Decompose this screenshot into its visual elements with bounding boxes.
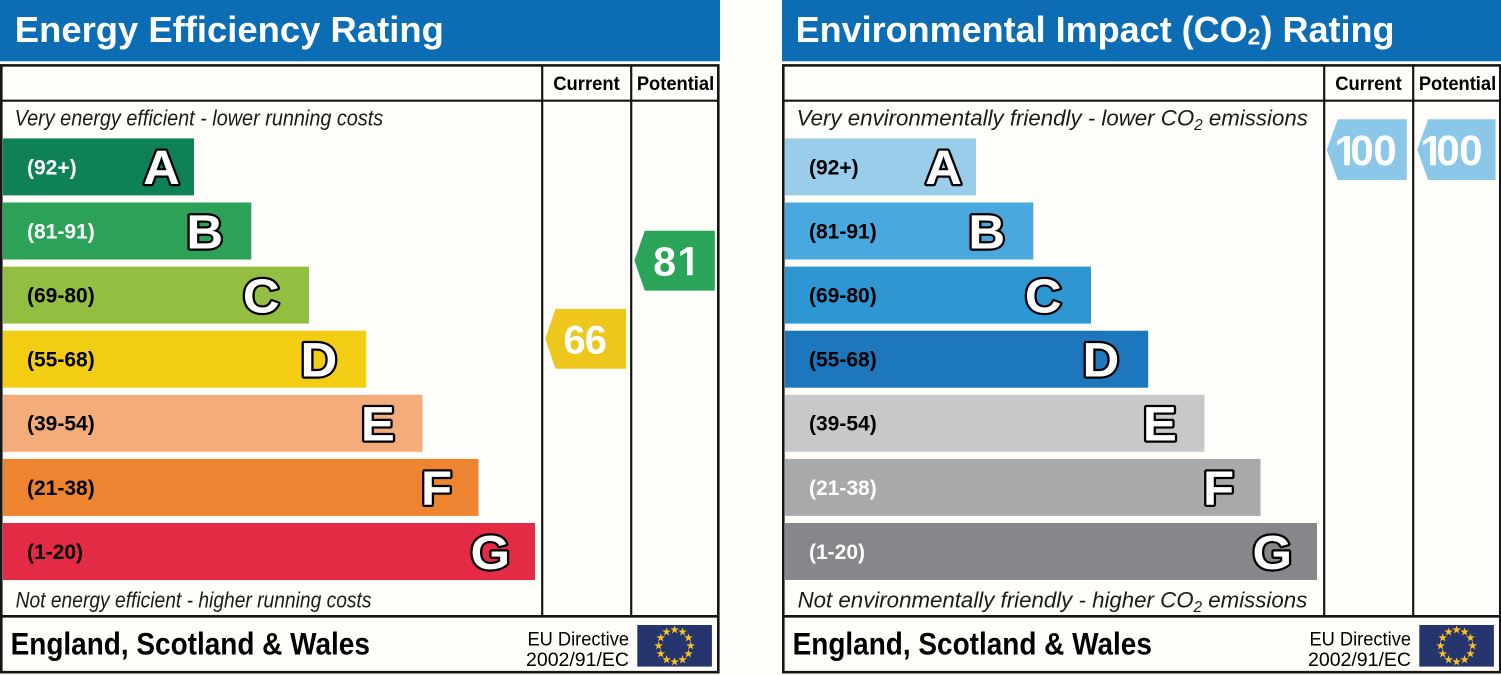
svg-text:F: F: [1203, 462, 1234, 515]
svg-text:(39-54): (39-54): [27, 413, 95, 436]
svg-text:B: B: [186, 206, 223, 259]
svg-text:A: A: [925, 141, 962, 194]
svg-text:England, Scotland & Wales: England, Scotland & Wales: [11, 627, 370, 662]
svg-text:G: G: [471, 526, 511, 579]
svg-text:C: C: [243, 270, 280, 323]
svg-text:Environmental Impact (CO2) Rat: Environmental Impact (CO2) Rating: [796, 9, 1395, 50]
svg-text:66: 66: [563, 318, 606, 362]
svg-text:Current: Current: [553, 74, 620, 96]
svg-text:G: G: [1253, 526, 1293, 579]
svg-text:Very environmentally friendly: Very environmentally friendly - lower CO…: [797, 105, 1308, 134]
svg-text:Not environmentally friendly -: Not environmentally friendly - higher CO…: [798, 587, 1308, 616]
svg-text:D: D: [1083, 334, 1120, 387]
svg-text:2002/91/EC: 2002/91/EC: [1308, 649, 1411, 671]
svg-text:E: E: [1143, 398, 1177, 451]
svg-text:B: B: [968, 206, 1005, 259]
svg-text:Energy Efficiency Rating: Energy Efficiency Rating: [15, 9, 444, 50]
svg-text:(55-68): (55-68): [809, 349, 877, 372]
svg-text:(92+): (92+): [27, 156, 77, 179]
svg-text:(1-20): (1-20): [27, 541, 83, 564]
svg-text:EU Directive: EU Directive: [1309, 629, 1411, 651]
svg-text:Very energy efficient - lower: Very energy efficient - lower running co…: [15, 107, 384, 131]
svg-text:Potential: Potential: [1419, 74, 1496, 96]
svg-text:C: C: [1025, 270, 1062, 323]
svg-text:(1-20): (1-20): [809, 541, 865, 564]
svg-text:D: D: [301, 334, 338, 387]
svg-text:(69-80): (69-80): [27, 285, 95, 308]
svg-text:(55-68): (55-68): [27, 349, 95, 372]
svg-text:(81-91): (81-91): [809, 220, 877, 243]
svg-text:8: 8: [653, 238, 676, 284]
svg-text:Current: Current: [1335, 74, 1402, 96]
svg-text:(39-54): (39-54): [809, 413, 877, 436]
svg-text:England, Scotland & Wales: England, Scotland & Wales: [793, 627, 1152, 662]
svg-text:Not energy efficient - higher: Not energy efficient - higher running co…: [16, 588, 372, 613]
svg-text:(92+): (92+): [809, 156, 859, 179]
svg-text:Potential: Potential: [637, 74, 714, 96]
svg-text:(81-91): (81-91): [27, 220, 95, 243]
svg-text:00: 00: [1350, 127, 1396, 174]
svg-text:EU Directive: EU Directive: [527, 629, 629, 651]
svg-text:00: 00: [1436, 127, 1482, 174]
svg-text:(21-38): (21-38): [809, 477, 877, 500]
svg-text:(69-80): (69-80): [809, 285, 877, 308]
svg-text:F: F: [421, 462, 452, 515]
svg-text:E: E: [361, 398, 395, 451]
svg-text:(21-38): (21-38): [27, 477, 95, 500]
svg-text:2002/91/EC: 2002/91/EC: [526, 649, 629, 671]
svg-text:A: A: [143, 141, 180, 194]
